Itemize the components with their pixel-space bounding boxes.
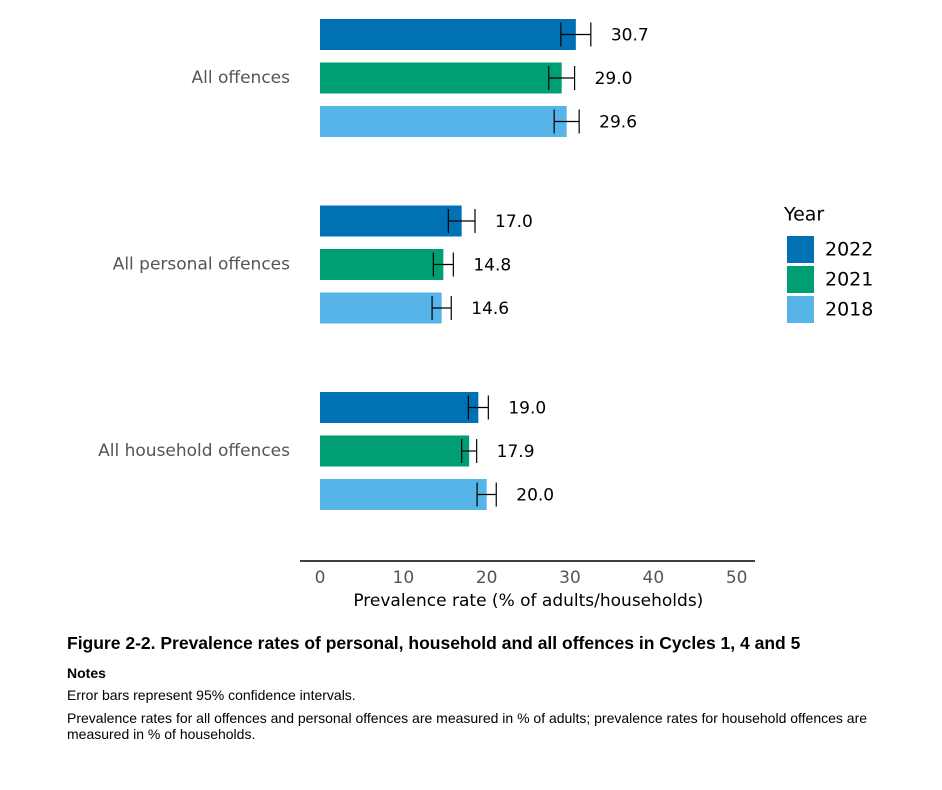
value-label: 29.0 xyxy=(595,69,633,89)
note: Error bars represent 95% confidence inte… xyxy=(67,687,356,703)
value-label: 14.8 xyxy=(473,256,511,276)
note: Prevalence rates for all offences and pe… xyxy=(67,710,868,742)
bar xyxy=(320,479,487,510)
category-label: All offences xyxy=(192,68,291,88)
notes-heading: Notes xyxy=(67,665,106,681)
chart: 0 10 20 30 40 50 Prevalence rate (% of adults/… xyxy=(98,19,873,611)
legend-label: 2021 xyxy=(825,269,873,291)
error-bar xyxy=(447,209,476,233)
bar xyxy=(320,249,444,280)
error-bar xyxy=(431,296,452,320)
error-bar xyxy=(553,109,580,134)
legend-swatch xyxy=(787,296,814,323)
x-axis-label: Prevalence rate (% of adults/households) xyxy=(353,591,703,611)
value-label: 30.7 xyxy=(611,26,649,46)
category-label: All household offences xyxy=(98,441,290,461)
x-tick-label: 20 xyxy=(476,568,498,588)
legend-swatch xyxy=(787,236,814,263)
caption: Figure 2-2. Prevalence rates of personal… xyxy=(67,632,897,749)
error-bar xyxy=(560,22,592,47)
category-label: All personal offences xyxy=(113,255,290,275)
legend-label: 2018 xyxy=(825,299,873,321)
legend-title: Year xyxy=(783,204,824,226)
x-tick-label: 50 xyxy=(726,568,748,588)
error-bar xyxy=(461,439,478,463)
figure-title: Figure 2-2. Prevalence rates of personal… xyxy=(67,633,801,653)
bar xyxy=(320,292,442,324)
bar xyxy=(320,205,462,237)
value-label: 20.0 xyxy=(516,486,554,506)
x-tick-label: 40 xyxy=(643,568,665,588)
bar xyxy=(320,392,479,423)
bar xyxy=(320,62,562,94)
error-bar xyxy=(467,395,489,420)
legend-label: 2022 xyxy=(825,239,873,261)
x-tick-label: 30 xyxy=(559,568,581,588)
value-label: 17.9 xyxy=(497,442,535,462)
bar xyxy=(320,106,567,137)
error-bar xyxy=(432,252,454,277)
bar xyxy=(320,19,576,50)
x-tick-label: 10 xyxy=(393,568,415,588)
legend-swatch xyxy=(787,266,814,293)
value-label: 17.0 xyxy=(495,212,533,232)
bar xyxy=(320,435,470,467)
error-bar xyxy=(476,482,497,507)
value-label: 29.6 xyxy=(599,113,637,133)
x-tick-label: 0 xyxy=(315,568,326,588)
error-bar xyxy=(548,66,576,90)
value-label: 19.0 xyxy=(508,399,546,419)
value-label: 14.6 xyxy=(471,299,509,319)
